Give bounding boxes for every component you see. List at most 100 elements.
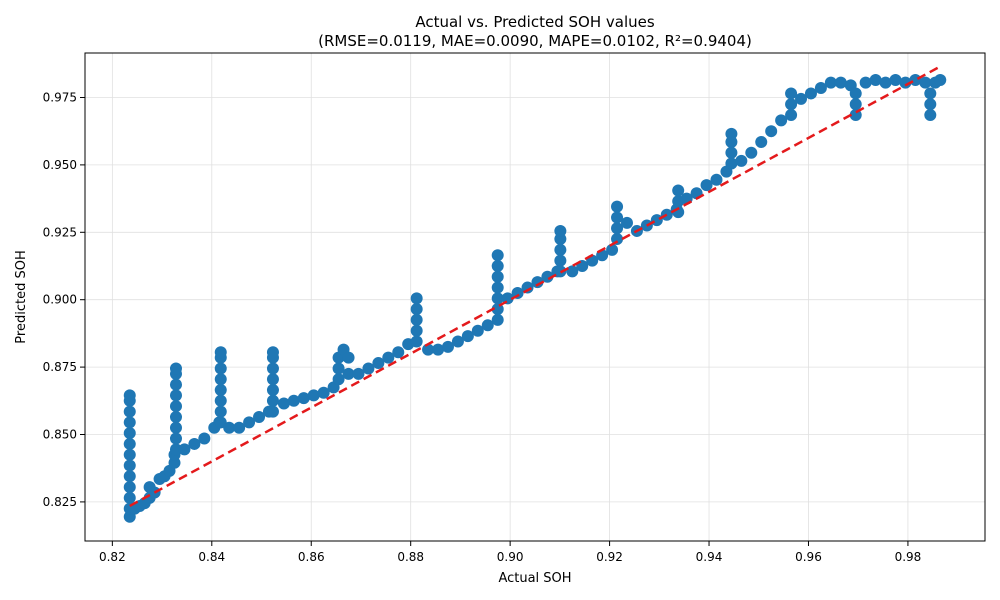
data-point	[123, 416, 136, 429]
data-point	[554, 254, 567, 267]
data-point	[123, 448, 136, 461]
data-point	[461, 330, 474, 343]
data-point	[410, 303, 423, 316]
data-point	[214, 405, 227, 418]
data-point	[785, 87, 798, 100]
y-tick-label: 0.825	[43, 495, 77, 509]
y-axis-label: Predicted SOH	[14, 250, 29, 343]
data-point	[169, 362, 182, 375]
y-tick-label: 0.900	[43, 293, 77, 307]
y-tick-label: 0.875	[43, 360, 77, 374]
data-point	[169, 432, 182, 445]
data-point	[924, 87, 937, 100]
data-point	[266, 346, 279, 359]
x-tick-label: 0.88	[397, 550, 424, 564]
data-point	[123, 427, 136, 440]
data-point	[287, 394, 300, 407]
data-point	[410, 324, 423, 337]
data-point	[775, 114, 788, 127]
data-point	[277, 397, 290, 410]
data-point	[481, 319, 494, 332]
data-point	[123, 405, 136, 418]
data-point	[198, 432, 211, 445]
data-point	[382, 351, 395, 364]
data-point	[123, 437, 136, 450]
data-point	[765, 125, 778, 138]
data-point	[307, 389, 320, 402]
data-point	[611, 200, 624, 213]
data-point	[410, 292, 423, 305]
data-point	[899, 76, 912, 89]
data-point	[297, 392, 310, 405]
data-point	[785, 109, 798, 122]
x-tick-label: 0.82	[99, 550, 126, 564]
data-point	[362, 362, 375, 375]
plot-frame	[84, 52, 986, 542]
data-point	[491, 259, 504, 272]
data-point	[725, 157, 738, 170]
data-point	[169, 443, 182, 456]
data-point	[410, 335, 423, 348]
data-point	[266, 394, 279, 407]
data-point	[123, 470, 136, 483]
data-point	[566, 265, 579, 278]
data-point	[223, 421, 236, 434]
data-point	[332, 362, 345, 375]
data-point	[859, 76, 872, 89]
data-point	[611, 222, 624, 235]
data-point	[123, 481, 136, 494]
scatter-points	[123, 73, 947, 523]
data-point	[266, 405, 279, 418]
x-axis-label: Actual SOH	[498, 571, 571, 586]
data-point	[725, 127, 738, 140]
x-tick-label: 0.98	[895, 550, 922, 564]
data-point	[869, 73, 882, 86]
data-point	[531, 276, 544, 289]
data-point	[491, 270, 504, 283]
data-point	[253, 410, 266, 423]
chart-title: Actual vs. Predicted SOH values	[415, 13, 655, 31]
data-point	[795, 92, 808, 105]
data-point	[700, 179, 713, 192]
data-point	[672, 184, 685, 197]
data-point	[441, 340, 454, 353]
y-tick-label: 0.975	[43, 90, 77, 104]
data-point	[924, 109, 937, 122]
data-point	[620, 216, 633, 229]
y-tick-label: 0.925	[43, 225, 77, 239]
data-point	[422, 343, 435, 356]
y-tick-label: 0.950	[43, 158, 77, 172]
data-point	[188, 437, 201, 450]
data-point	[392, 346, 405, 359]
y-tick-label: 0.850	[43, 428, 77, 442]
data-point	[924, 98, 937, 111]
data-point	[834, 76, 847, 89]
data-point	[491, 249, 504, 262]
data-point	[849, 98, 862, 111]
chart-subtitle: (RMSE=0.0119, MAE=0.0090, MAPE=0.0102, R…	[318, 32, 752, 50]
data-point	[169, 389, 182, 402]
data-point	[785, 98, 798, 111]
data-point	[889, 73, 902, 86]
data-point	[934, 73, 947, 86]
data-point	[332, 373, 345, 386]
data-point	[824, 76, 837, 89]
data-point	[491, 313, 504, 326]
data-point	[342, 351, 355, 364]
data-point	[123, 389, 136, 402]
x-tick-label: 0.86	[298, 550, 325, 564]
data-point	[214, 346, 227, 359]
data-point	[814, 82, 827, 95]
gridlines	[85, 53, 985, 541]
data-point	[919, 76, 932, 89]
data-point	[169, 378, 182, 391]
x-tick-label: 0.92	[596, 550, 623, 564]
data-point	[471, 324, 484, 337]
data-point	[491, 292, 504, 305]
data-point	[372, 357, 385, 370]
data-point	[243, 416, 256, 429]
data-point	[725, 146, 738, 159]
data-point	[123, 491, 136, 504]
